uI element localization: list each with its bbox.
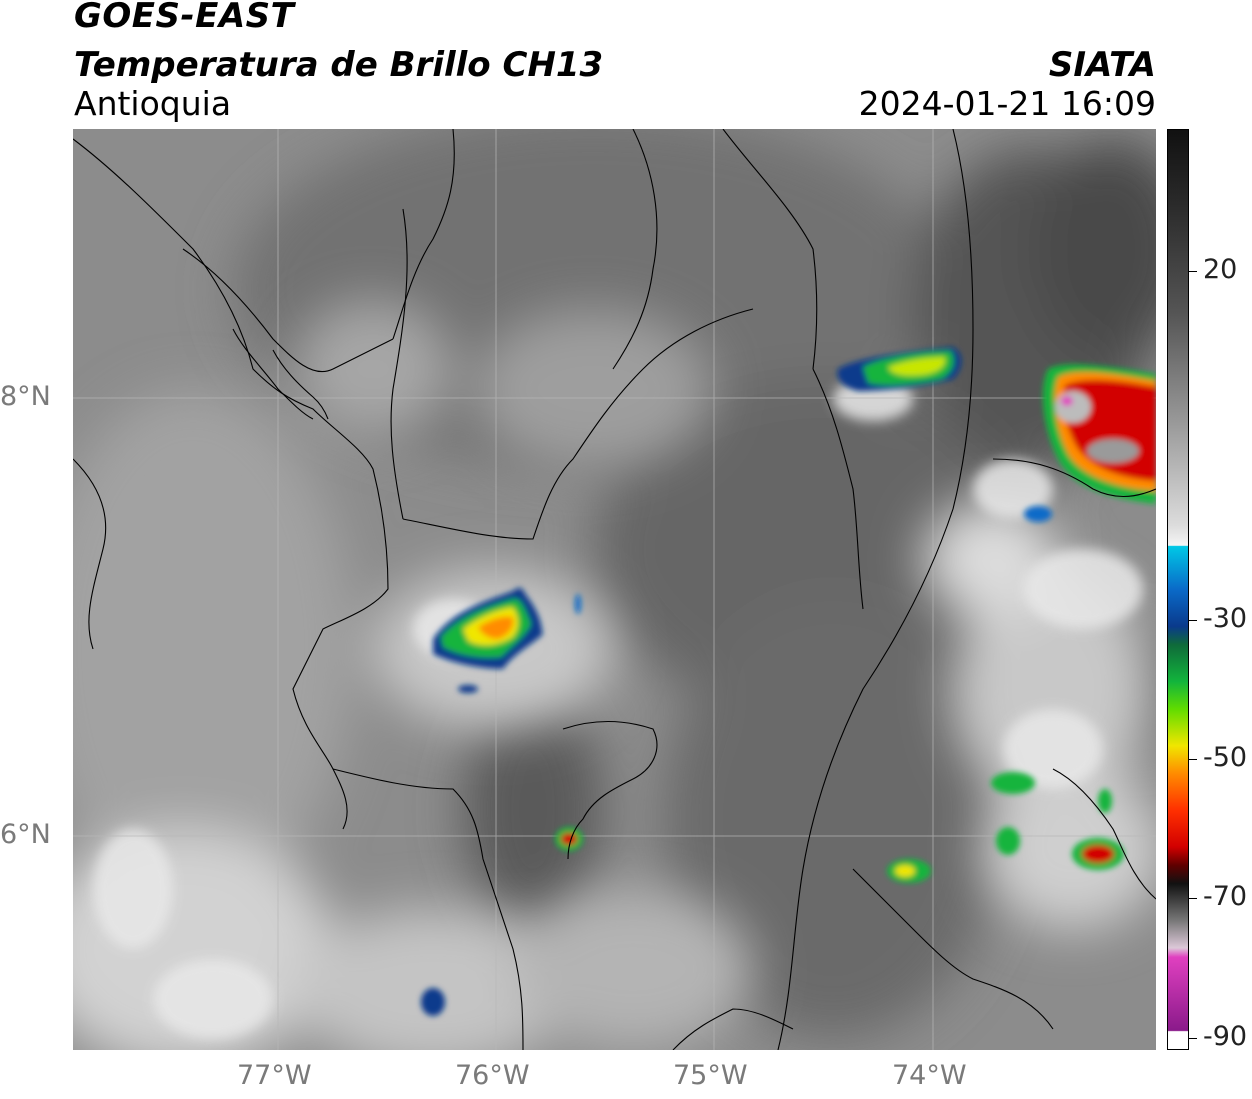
brightness-temperature-map[interactable] [73,129,1156,1050]
colorbar-tick-mark-m50 [1189,759,1197,760]
colorbar-label-m70: -70 [1203,881,1248,912]
colorbar-tick-mark-m90 [1189,1038,1197,1039]
storm-cell-northeast [837,347,962,391]
colorbar-tick-mark-m70 [1189,898,1197,899]
colorbar-label-20: 20 [1203,254,1238,285]
product-title: Temperatura de Brillo CH13 [74,45,604,85]
temperature-colorbar [1167,129,1189,1050]
satellite-title: GOES-EAST [74,0,295,36]
colorbar-label-m30: -30 [1203,603,1248,634]
storm-cell-east-edge [1042,364,1156,504]
storm-cell-southern-small [421,506,1124,1016]
lat-tick-8n: 8°N [0,381,51,412]
lon-tick-75w: 75°W [673,1060,748,1091]
region-label: Antioquia [74,84,232,123]
boundary-lines [73,129,1156,1050]
lon-tick-77w: 77°W [237,1060,312,1091]
lon-tick-76w: 76°W [455,1060,530,1091]
colorbar-label-m90: -90 [1203,1021,1248,1052]
agency-label: SIATA [1048,45,1156,85]
lon-tick-74w: 74°W [892,1060,967,1091]
lat-tick-6n: 6°N [0,819,51,850]
timestamp: 2024-01-21 16:09 [858,84,1156,123]
colorbar-tick-mark-m30 [1189,620,1197,621]
colorbar-tick-mark-20 [1189,271,1197,272]
colorbar-label-m50: -50 [1203,742,1248,773]
storm-cell-central [433,587,543,669]
